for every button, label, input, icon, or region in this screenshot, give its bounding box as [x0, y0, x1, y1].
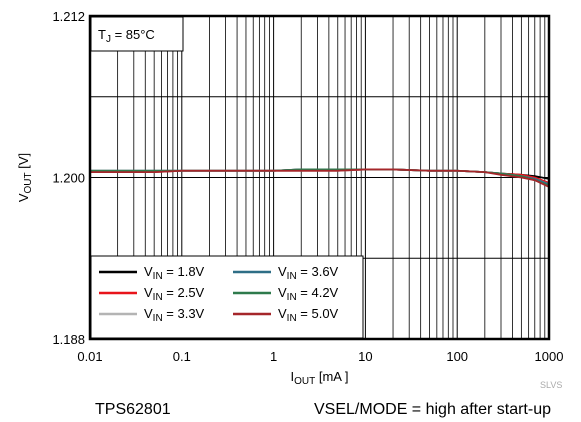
annotation-box — [90, 16, 184, 52]
y-tick-label: 1.200 — [52, 171, 85, 186]
figure-code: SLVS — [540, 380, 563, 390]
vout-vs-iout-chart: 0.01 0.1 1 10 100 1000 1.212 1.200 1.188 IOUT [… — [16, 9, 563, 387]
x-tick-label: 0.01 — [77, 349, 102, 364]
legend-label-3.3V: VIN = 3.3V — [144, 306, 205, 324]
legend-box — [90, 255, 364, 339]
x-tick-label: 1000 — [535, 349, 564, 364]
y-tick-label: 1.212 — [52, 9, 85, 24]
y-axis-label: VOUT [V] — [16, 153, 34, 202]
legend: VIN = 1.8V VIN = 2.5V VIN = 3.3V VIN = 3.6V… — [90, 255, 364, 339]
x-tick-label: 100 — [446, 349, 468, 364]
x-axis-label: IOUT [mA ] — [291, 369, 349, 387]
x-tick-labels: 0.01 0.1 1 10 100 1000 — [77, 349, 563, 364]
x-tick-label: 10 — [358, 349, 372, 364]
legend-label-4.2V: VIN = 4.2V — [278, 285, 339, 303]
legend-label-5.0V: VIN = 5.0V — [278, 306, 339, 324]
x-tick-label: 1 — [270, 349, 277, 364]
series-line-5.0V — [90, 168, 550, 188]
temperature-annotation: TJ = 85°C — [90, 16, 184, 52]
y-tick-label: 1.188 — [52, 332, 85, 347]
legend-label-3.6V: VIN = 3.6V — [278, 264, 339, 282]
series-lines — [90, 168, 550, 188]
legend-label-2.5V: VIN = 2.5V — [144, 285, 205, 303]
y-tick-labels: 1.212 1.200 1.188 — [52, 9, 85, 347]
legend-label-1.8V: VIN = 1.8V — [144, 264, 205, 282]
x-tick-label: 0.1 — [173, 349, 191, 364]
device-name: TPS62801 — [95, 401, 171, 418]
plot-frame — [88, 14, 551, 341]
annotation-text: TJ = 85°C — [98, 27, 155, 45]
condition-note: VSEL/MODE = high after start-up — [314, 401, 551, 418]
